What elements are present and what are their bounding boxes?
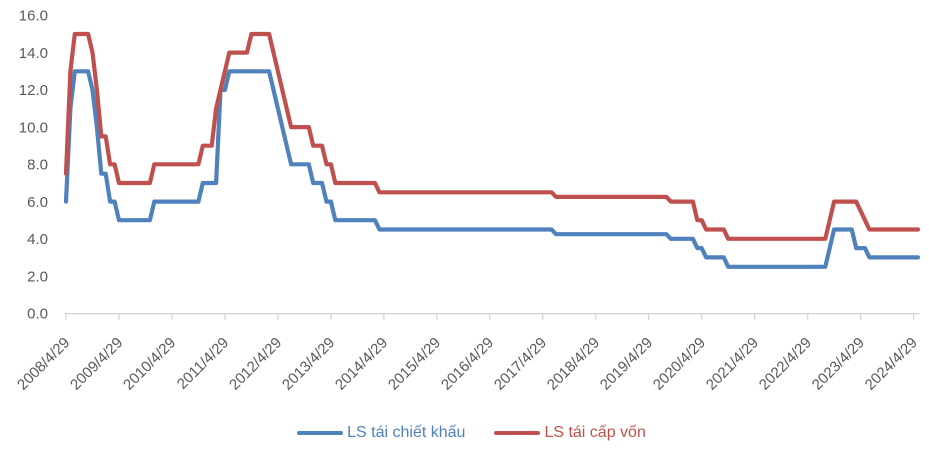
x-axis-label: 2010/4/29 [120,334,179,393]
series-line-1 [63,31,921,241]
x-axis-label: 2013/4/29 [279,334,338,393]
legend-item-refinancing-rate: LS tái cấp vốn [494,424,646,442]
x-axis-label: 2016/4/29 [438,334,497,393]
line-chart-canvas: 2008/4/292009/4/292010/4/292011/4/292012… [14,8,921,394]
series-line-0 [63,69,921,269]
y-axis-label: 12.0 [19,82,48,99]
x-axis-label: 2018/4/29 [544,334,603,393]
y-axis-label: 4.0 [27,231,48,248]
legend-label-refinancing-rate: LS tái cấp vốn [544,424,646,441]
y-axis-label: 2.0 [27,268,48,285]
x-axis-label: 2009/4/29 [67,334,126,393]
y-axis-label: 6.0 [27,194,48,211]
y-axis-label: 10.0 [19,119,48,136]
y-axis-label: 8.0 [27,157,48,174]
legend-line-marker-blue [297,430,344,436]
x-axis-label: 2019/4/29 [597,334,656,393]
x-axis-label: 2017/4/29 [491,334,550,393]
x-axis-label: 2020/4/29 [650,334,709,393]
legend-line-marker-red [494,430,541,436]
x-axis-label: 2014/4/29 [332,334,391,393]
legend-label-discount-rate: LS tái chiết khấu [347,424,466,441]
y-axis-label: 16.0 [19,8,48,25]
legend-item-discount-rate: LS tái chiết khấu [297,424,465,442]
x-axis-label: 2021/4/29 [703,334,762,393]
x-axis-label: 2012/4/29 [226,334,285,393]
x-axis-label: 2015/4/29 [385,334,444,393]
x-axis-label: 2011/4/29 [174,334,232,392]
x-axis-label: 2024/4/29 [862,334,921,393]
x-axis-label: 2008/4/29 [14,334,73,393]
x-axis-label: 2023/4/29 [809,334,868,393]
x-axis-label: 2022/4/29 [756,334,815,393]
y-axis-label: 14.0 [19,45,48,62]
chart-legend: LS tái chiết khấu LS tái cấp vốn [0,424,929,442]
y-axis-label: 0.0 [27,306,48,323]
